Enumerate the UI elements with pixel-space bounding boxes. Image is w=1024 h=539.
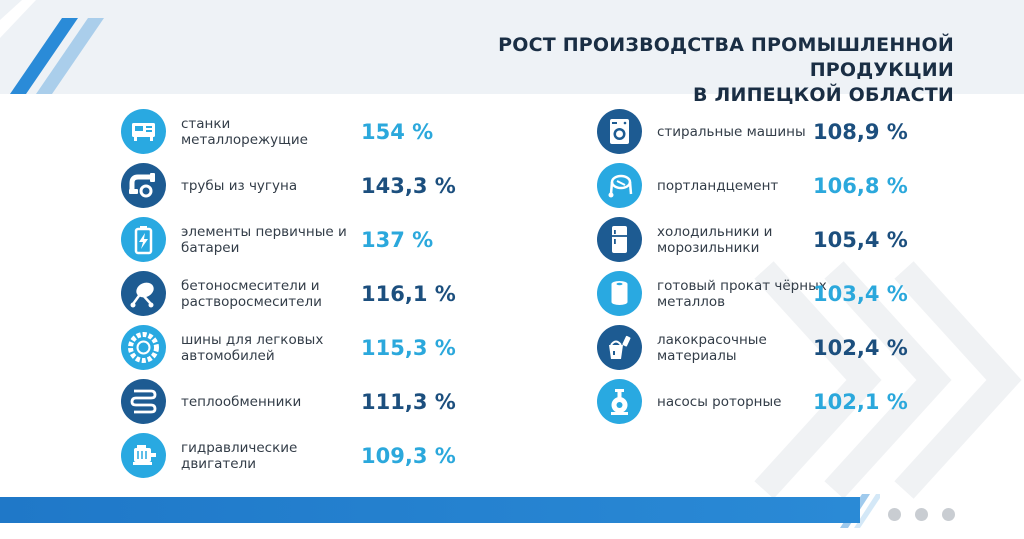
list-item: бетоносмесители и растворосмесители 116,… [121,271,521,321]
list-item: шины для легковых автомобилей 115,3 % [121,325,521,375]
item-value: 154 % [361,119,434,144]
item-label: шины для легковых автомобилей [181,331,324,364]
item-label: бетоносмесители и растворосмесители [181,277,322,310]
cement-icon [597,163,642,208]
item-value: 105,4 % [813,227,908,252]
list-item: насосы роторные 102,1 % [597,379,997,429]
list-item: гидравлические двигатели 109,3 % [121,433,521,483]
battery-icon [121,217,166,262]
pagination-dot[interactable] [888,508,901,521]
list-item: лакокрасочные материалы 102,4 % [597,325,997,375]
footer-stripes-decoration [840,494,880,528]
item-value: 137 % [361,227,434,252]
item-label: элементы первичные и батареи [181,223,347,256]
item-value: 111,3 % [361,389,456,414]
tire-icon [121,325,166,370]
pagination-dot[interactable] [942,508,955,521]
hydraulic-motor-icon [121,433,166,478]
item-value: 106,8 % [813,173,908,198]
machine-tool-icon [121,109,166,154]
item-value: 102,4 % [813,335,908,360]
item-value: 102,1 % [813,389,908,414]
item-label: стиральные машины [657,123,806,140]
item-value: 116,1 % [361,281,456,306]
page-title: РОСТ ПРОИЗВОДСТВА ПРОМЫШЛЕННОЙ ПРОДУКЦИИ… [394,33,954,108]
list-item: станки металлорежущие 154 % [121,109,521,159]
item-label: гидравлические двигатели [181,439,298,472]
list-item: теплообменники 111,3 % [121,379,521,429]
list-item: трубы из чугуна 143,3 % [121,163,521,213]
concrete-mixer-icon [121,271,166,316]
item-label: трубы из чугуна [181,177,298,194]
item-label: портландцемент [657,177,779,194]
list-item: готовый прокат чёрных металлов 103,4 % [597,271,997,321]
item-value: 115,3 % [361,335,456,360]
item-label: теплообменники [181,393,302,410]
washing-machine-icon [597,109,642,154]
item-label: насосы роторные [657,393,782,410]
item-label: лакокрасочные материалы [657,331,767,364]
item-value: 103,4 % [813,281,908,306]
item-label: станки металлорежущие [181,115,308,148]
item-value: 108,9 % [813,119,908,144]
list-item: портландцемент 106,8 % [597,163,997,213]
item-label: готовый прокат чёрных металлов [657,277,827,310]
item-label: холодильники и морозильники [657,223,773,256]
refrigerator-icon [597,217,642,262]
item-value: 109,3 % [361,443,456,468]
page-title-line-1: РОСТ ПРОИЗВОДСТВА ПРОМЫШЛЕННОЙ ПРОДУКЦИИ [498,34,954,81]
list-item: элементы первичные и батареи 137 % [121,217,521,267]
list-item: стиральные машины 108,9 % [597,109,997,159]
footer-band [0,497,860,523]
pagination-dots [888,508,955,521]
page-title-line-2: В ЛИПЕЦКОЙ ОБЛАСТИ [692,84,954,106]
item-value: 143,3 % [361,173,456,198]
header-band: РОСТ ПРОИЗВОДСТВА ПРОМЫШЛЕННОЙ ПРОДУКЦИИ… [0,0,1024,106]
pagination-dot[interactable] [915,508,928,521]
rolled-metal-icon [597,271,642,316]
header-stripes-decoration [0,0,104,94]
list-item: холодильники и морозильники 105,4 % [597,217,997,267]
paint-bucket-icon [597,325,642,370]
heat-exchanger-icon [121,379,166,424]
background-chevrons-decoration [754,261,1022,499]
pipe-icon [121,163,166,208]
pump-icon [597,379,642,424]
